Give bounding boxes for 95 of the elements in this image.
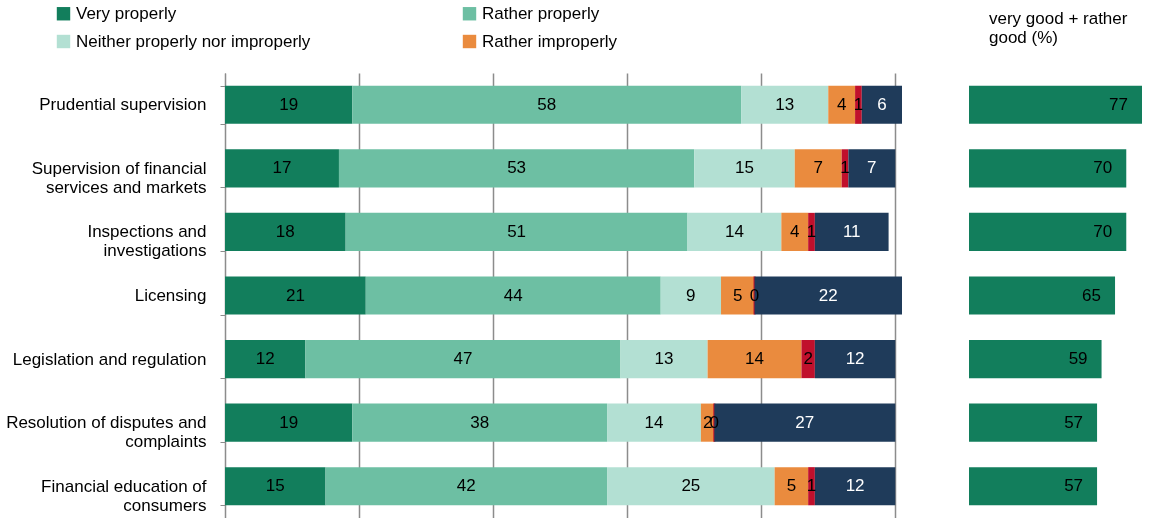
bar	[352, 85, 742, 124]
legend-label: Rather improperly	[482, 31, 618, 51]
bar	[969, 85, 1142, 124]
data-label: 44	[503, 285, 523, 305]
data-label: 12	[255, 349, 275, 369]
bar	[225, 340, 306, 379]
bar	[225, 403, 353, 442]
bar	[774, 467, 809, 506]
data-label: 13	[775, 94, 795, 114]
data-label: 58	[537, 94, 557, 114]
data-label: 77	[1109, 94, 1128, 114]
legend-label: Very properly	[76, 3, 177, 23]
bar	[694, 149, 795, 188]
bar	[225, 212, 346, 251]
y-tick-label: Licensing	[134, 286, 207, 305]
bar	[969, 212, 1127, 251]
data-label: 0	[749, 285, 760, 305]
y-tick-label: Supervision of financial services and markets	[31, 158, 207, 197]
bar	[969, 467, 1098, 506]
bar	[365, 276, 661, 315]
data-label: 13	[654, 349, 674, 369]
y-tick-label: Financial education of consumers	[41, 476, 207, 515]
bar	[969, 149, 1127, 188]
bar	[352, 403, 608, 442]
bar	[741, 85, 829, 124]
data-label: 12	[845, 349, 865, 369]
bar	[660, 276, 722, 315]
data-label: 27	[795, 412, 815, 432]
bar	[305, 340, 621, 379]
bar	[225, 467, 326, 506]
bar	[794, 149, 842, 188]
data-label: 38	[470, 412, 490, 432]
data-label: 70	[1093, 158, 1113, 178]
data-label: 14	[724, 221, 744, 241]
bar	[969, 403, 1098, 442]
legend-label: Neither properly nor improperly	[76, 31, 311, 51]
chart-title: very good + rather good (%)	[989, 9, 1128, 47]
data-label: 19	[279, 412, 299, 432]
data-label: 14	[745, 349, 764, 369]
data-label: 15	[265, 476, 285, 496]
bar	[801, 340, 815, 379]
data-label: 19	[279, 94, 299, 114]
y-tick-label: Inspections and investigations	[87, 222, 207, 261]
bar	[338, 149, 695, 188]
data-label: 51	[507, 221, 527, 241]
bar	[345, 212, 688, 251]
data-label: 7	[867, 158, 877, 178]
bar	[707, 340, 802, 379]
bar	[607, 467, 775, 506]
data-label: 53	[507, 158, 527, 178]
data-label: 65	[1082, 285, 1102, 305]
data-label: 17	[272, 158, 292, 178]
bar	[861, 85, 902, 124]
data-label: 14	[644, 412, 664, 432]
bar	[620, 340, 708, 379]
bar	[225, 276, 366, 315]
data-label: 57	[1064, 412, 1084, 432]
data-label: 11	[842, 221, 861, 241]
data-label: 25	[681, 476, 701, 496]
data-label: 5	[733, 285, 743, 305]
y-tick-label: Prudential supervision	[39, 95, 207, 115]
data-label: 21	[285, 285, 305, 305]
bar	[828, 85, 856, 124]
data-label: 70	[1093, 221, 1113, 241]
bar	[607, 403, 701, 442]
data-label: 18	[275, 221, 295, 241]
bar	[814, 467, 896, 506]
bar	[814, 340, 896, 379]
data-label: 22	[818, 285, 838, 305]
y-tick-label: Resolution of disputes and complaints	[6, 413, 207, 452]
bar	[687, 212, 782, 251]
bar	[969, 276, 1116, 315]
bar	[225, 85, 353, 124]
data-label: 42	[456, 476, 476, 496]
data-label: 2	[702, 412, 713, 432]
bar	[225, 149, 339, 188]
bar	[848, 149, 896, 188]
data-label: 57	[1064, 476, 1084, 496]
data-label: 15	[735, 158, 754, 178]
data-label: 4	[836, 94, 847, 114]
legend-label: Rather properly	[482, 3, 600, 23]
data-label: 47	[453, 349, 473, 369]
data-label: 12	[845, 476, 865, 496]
data-label: 7	[813, 158, 823, 178]
bar	[781, 212, 809, 251]
data-label: 5	[786, 476, 797, 496]
data-label: 6	[877, 94, 887, 114]
data-label: 2	[803, 349, 813, 369]
data-label: 4	[790, 221, 800, 241]
data-label: 9	[686, 285, 696, 305]
bar	[814, 212, 889, 251]
data-label: 59	[1068, 349, 1088, 369]
y-tick-label: Legislation and regulation	[12, 349, 207, 369]
bar	[969, 340, 1102, 379]
bar	[325, 467, 608, 506]
